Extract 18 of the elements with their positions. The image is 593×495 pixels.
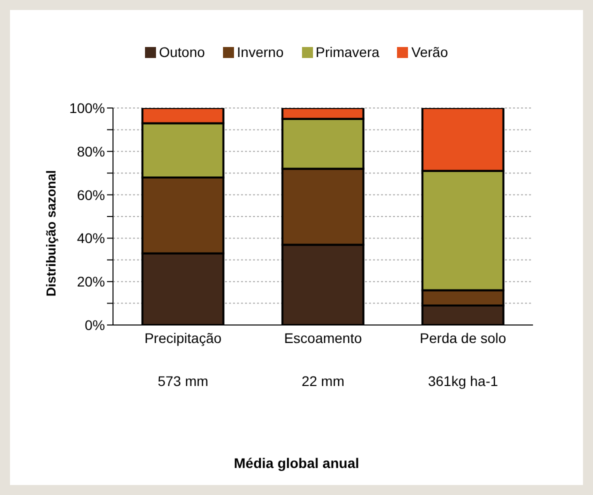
y-tick-label: 40% [76, 230, 105, 246]
legend-label: Verão [411, 44, 448, 60]
text: 573 mm [156, 373, 210, 389]
y-tick-label: 60% [76, 186, 105, 203]
x-tick-label: Precipitação [144, 330, 222, 346]
x-tick-label: Escoamento [284, 330, 362, 346]
y-tick-label: 80% [76, 143, 105, 160]
y-tick-label: 0% [84, 316, 105, 333]
legend-label: Inverno [236, 44, 284, 60]
legend-label: Primavera [316, 44, 380, 60]
text: 361kg ha-1 [426, 373, 500, 389]
text: Média global anual [232, 455, 360, 471]
y-axis-title: Distribuição sazonal [44, 170, 59, 296]
text: 22 mm [300, 373, 346, 389]
legend-label: Outono [158, 44, 205, 60]
y-tick-label: 20% [76, 274, 105, 290]
x-tick-label: Perda de solo [420, 330, 506, 346]
y-tick-label: 100% [69, 100, 105, 116]
